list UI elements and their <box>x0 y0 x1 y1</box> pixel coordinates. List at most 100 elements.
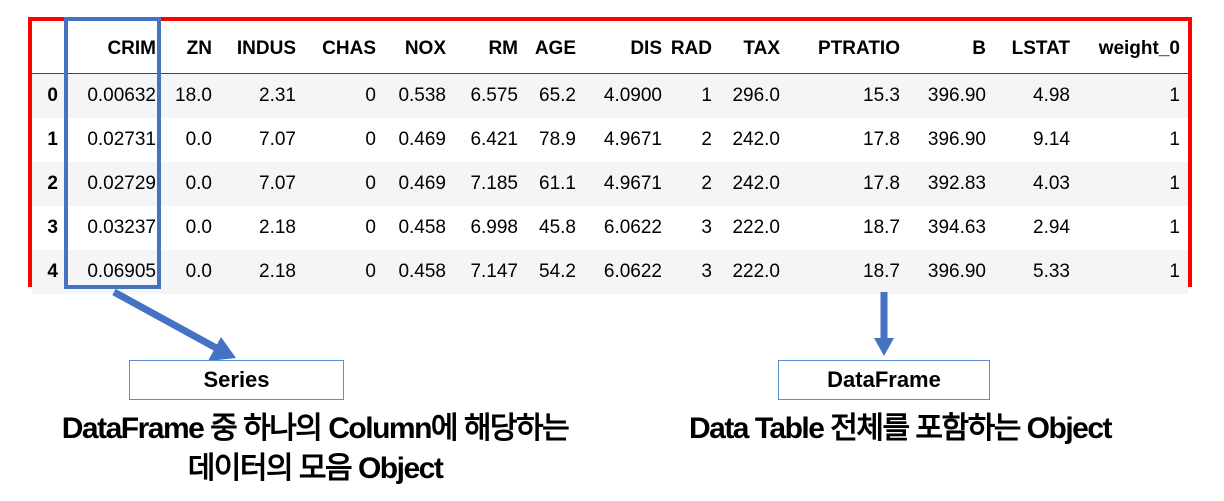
table-cell: 18.7 <box>863 261 900 282</box>
table-cell: 9.14 <box>1033 129 1070 150</box>
table-cell: 65.2 <box>539 85 576 106</box>
table-cell: 6.998 <box>470 217 518 238</box>
table-row: 0 0.00632 18.0 2.31 0 0.538 6.575 65.2 4.0900 1 29… <box>32 73 1188 118</box>
column-header-dis: DIS <box>584 25 670 74</box>
table-cell: 6.421 <box>470 129 518 150</box>
series-caption-line2: 데이터의 모음 Object <box>187 452 444 485</box>
table-cell: 1 <box>1169 85 1180 106</box>
table-cell: 1 <box>1169 217 1180 238</box>
table-cell: 0.0 <box>185 261 212 282</box>
table-cell: 0 <box>365 173 376 194</box>
table-cell: 0.469 <box>398 173 446 194</box>
table-cell: 2.31 <box>259 85 296 106</box>
series-caption-line1: DataFrame 중 하나의 Column에 해당하는 <box>61 412 570 445</box>
table-cell: 2.18 <box>259 217 296 238</box>
table-cell: 15.3 <box>863 85 900 106</box>
table-cell: 61.1 <box>539 173 576 194</box>
table-cell: 18.7 <box>863 217 900 238</box>
row-index: 0 <box>47 85 58 106</box>
table-cell: 0.469 <box>398 129 446 150</box>
series-column-highlight <box>64 17 161 289</box>
table-cell: 0.03237 <box>87 217 156 238</box>
table-cell: 0 <box>365 129 376 150</box>
table-cell: 18.0 <box>175 85 212 106</box>
table-cell: 0.0 <box>185 217 212 238</box>
dataframe-caption: Data Table 전체를 포함하는 Object <box>660 409 1140 449</box>
row-index: 3 <box>47 217 58 238</box>
column-header-nox: NOX <box>384 25 454 74</box>
table-cell: 0.458 <box>398 217 446 238</box>
column-header-b: B <box>908 25 994 74</box>
table-cell: 396.90 <box>927 261 986 282</box>
row-index: 1 <box>47 129 58 150</box>
row-index: 2 <box>47 173 58 194</box>
table-cell: 0 <box>365 261 376 282</box>
column-header-indus: INDUS <box>220 25 304 74</box>
table-cell: 4.9671 <box>603 173 662 194</box>
table-body: 0 0.00632 18.0 2.31 0 0.538 6.575 65.2 4.0900 1 29… <box>32 73 1188 294</box>
table-cell: 78.9 <box>539 129 576 150</box>
dataframe-table: CRIM ZN INDUS CHAS NOX RM AGE DIS RAD TAX PTRATIO B… <box>32 25 1188 294</box>
table-cell: 4.0900 <box>603 85 662 106</box>
dataframe-label: DataFrame <box>827 367 941 392</box>
table-cell: 45.8 <box>539 217 576 238</box>
table-cell: 222.0 <box>732 261 780 282</box>
series-label: Series <box>203 367 270 392</box>
series-arrow-head <box>208 337 236 361</box>
table-cell: 1 <box>701 85 712 106</box>
table-cell: 7.07 <box>259 173 296 194</box>
table-cell: 54.2 <box>539 261 576 282</box>
table-cell: 0 <box>365 85 376 106</box>
table-cell: 3 <box>701 261 712 282</box>
table-cell: 0.06905 <box>87 261 156 282</box>
column-header-weight_0: weight_0 <box>1078 25 1188 74</box>
index-header-cell <box>32 25 68 74</box>
table-cell: 2.18 <box>259 261 296 282</box>
table-cell: 394.63 <box>927 217 986 238</box>
table-cell: 0.00632 <box>87 85 156 106</box>
row-index: 4 <box>47 261 58 282</box>
table-cell: 0 <box>365 217 376 238</box>
table-cell: 0.02729 <box>87 173 156 194</box>
column-header-ptratio: PTRATIO <box>788 25 908 74</box>
dataframe-outline: CRIM ZN INDUS CHAS NOX RM AGE DIS RAD TAX PTRATIO B… <box>28 17 1192 294</box>
dataframe-arrow-head <box>874 338 894 356</box>
table-cell: 1 <box>1169 129 1180 150</box>
table-cell: 4.03 <box>1033 173 1070 194</box>
table-row: 2 0.02729 0.0 7.07 0 0.469 7.185 61.1 4.9671 2 242… <box>32 162 1188 206</box>
table-cell: 296.0 <box>732 85 780 106</box>
dataframe-caption-text: Data Table 전체를 포함하는 Object <box>688 412 1113 445</box>
column-header-rm: RM <box>454 25 526 74</box>
table-cell: 6.0622 <box>603 217 662 238</box>
table-cell: 4.98 <box>1033 85 1070 106</box>
table-cell: 396.90 <box>927 129 986 150</box>
table-cell: 2 <box>701 129 712 150</box>
column-header-rad: RAD <box>670 25 720 74</box>
table-cell: 6.575 <box>470 85 518 106</box>
table-cell: 1 <box>1169 173 1180 194</box>
table-cell: 1 <box>1169 261 1180 282</box>
table-row: 4 0.06905 0.0 2.18 0 0.458 7.147 54.2 6.0622 3 222… <box>32 250 1188 294</box>
column-header-tax: TAX <box>720 25 788 74</box>
table-cell: 2 <box>701 173 712 194</box>
table-row: 1 0.02731 0.0 7.07 0 0.469 6.421 78.9 4.9671 2 242… <box>32 118 1188 162</box>
column-header-age: AGE <box>526 25 584 74</box>
table-cell: 392.83 <box>927 173 986 194</box>
table-cell: 222.0 <box>732 217 780 238</box>
column-header-lstat: LSTAT <box>994 25 1078 74</box>
series-label-box: Series <box>129 360 344 400</box>
table-cell: 4.9671 <box>603 129 662 150</box>
table-cell: 5.33 <box>1033 261 1070 282</box>
table-row: 3 0.03237 0.0 2.18 0 0.458 6.998 45.8 6.0622 3 222… <box>32 206 1188 250</box>
column-header-chas: CHAS <box>304 25 384 74</box>
table-cell: 0.0 <box>185 173 212 194</box>
table-cell: 6.0622 <box>603 261 662 282</box>
series-caption: DataFrame 중 하나의 Column에 해당하는 데이터의 모음 Obj… <box>10 409 620 489</box>
table-cell: 242.0 <box>732 129 780 150</box>
column-header-crim: CRIM <box>68 25 164 74</box>
table-cell: 2.94 <box>1033 217 1070 238</box>
table-header-row: CRIM ZN INDUS CHAS NOX RM AGE DIS RAD TAX PTRATIO B… <box>32 25 1188 74</box>
table-cell: 7.07 <box>259 129 296 150</box>
table-cell: 7.147 <box>470 261 518 282</box>
